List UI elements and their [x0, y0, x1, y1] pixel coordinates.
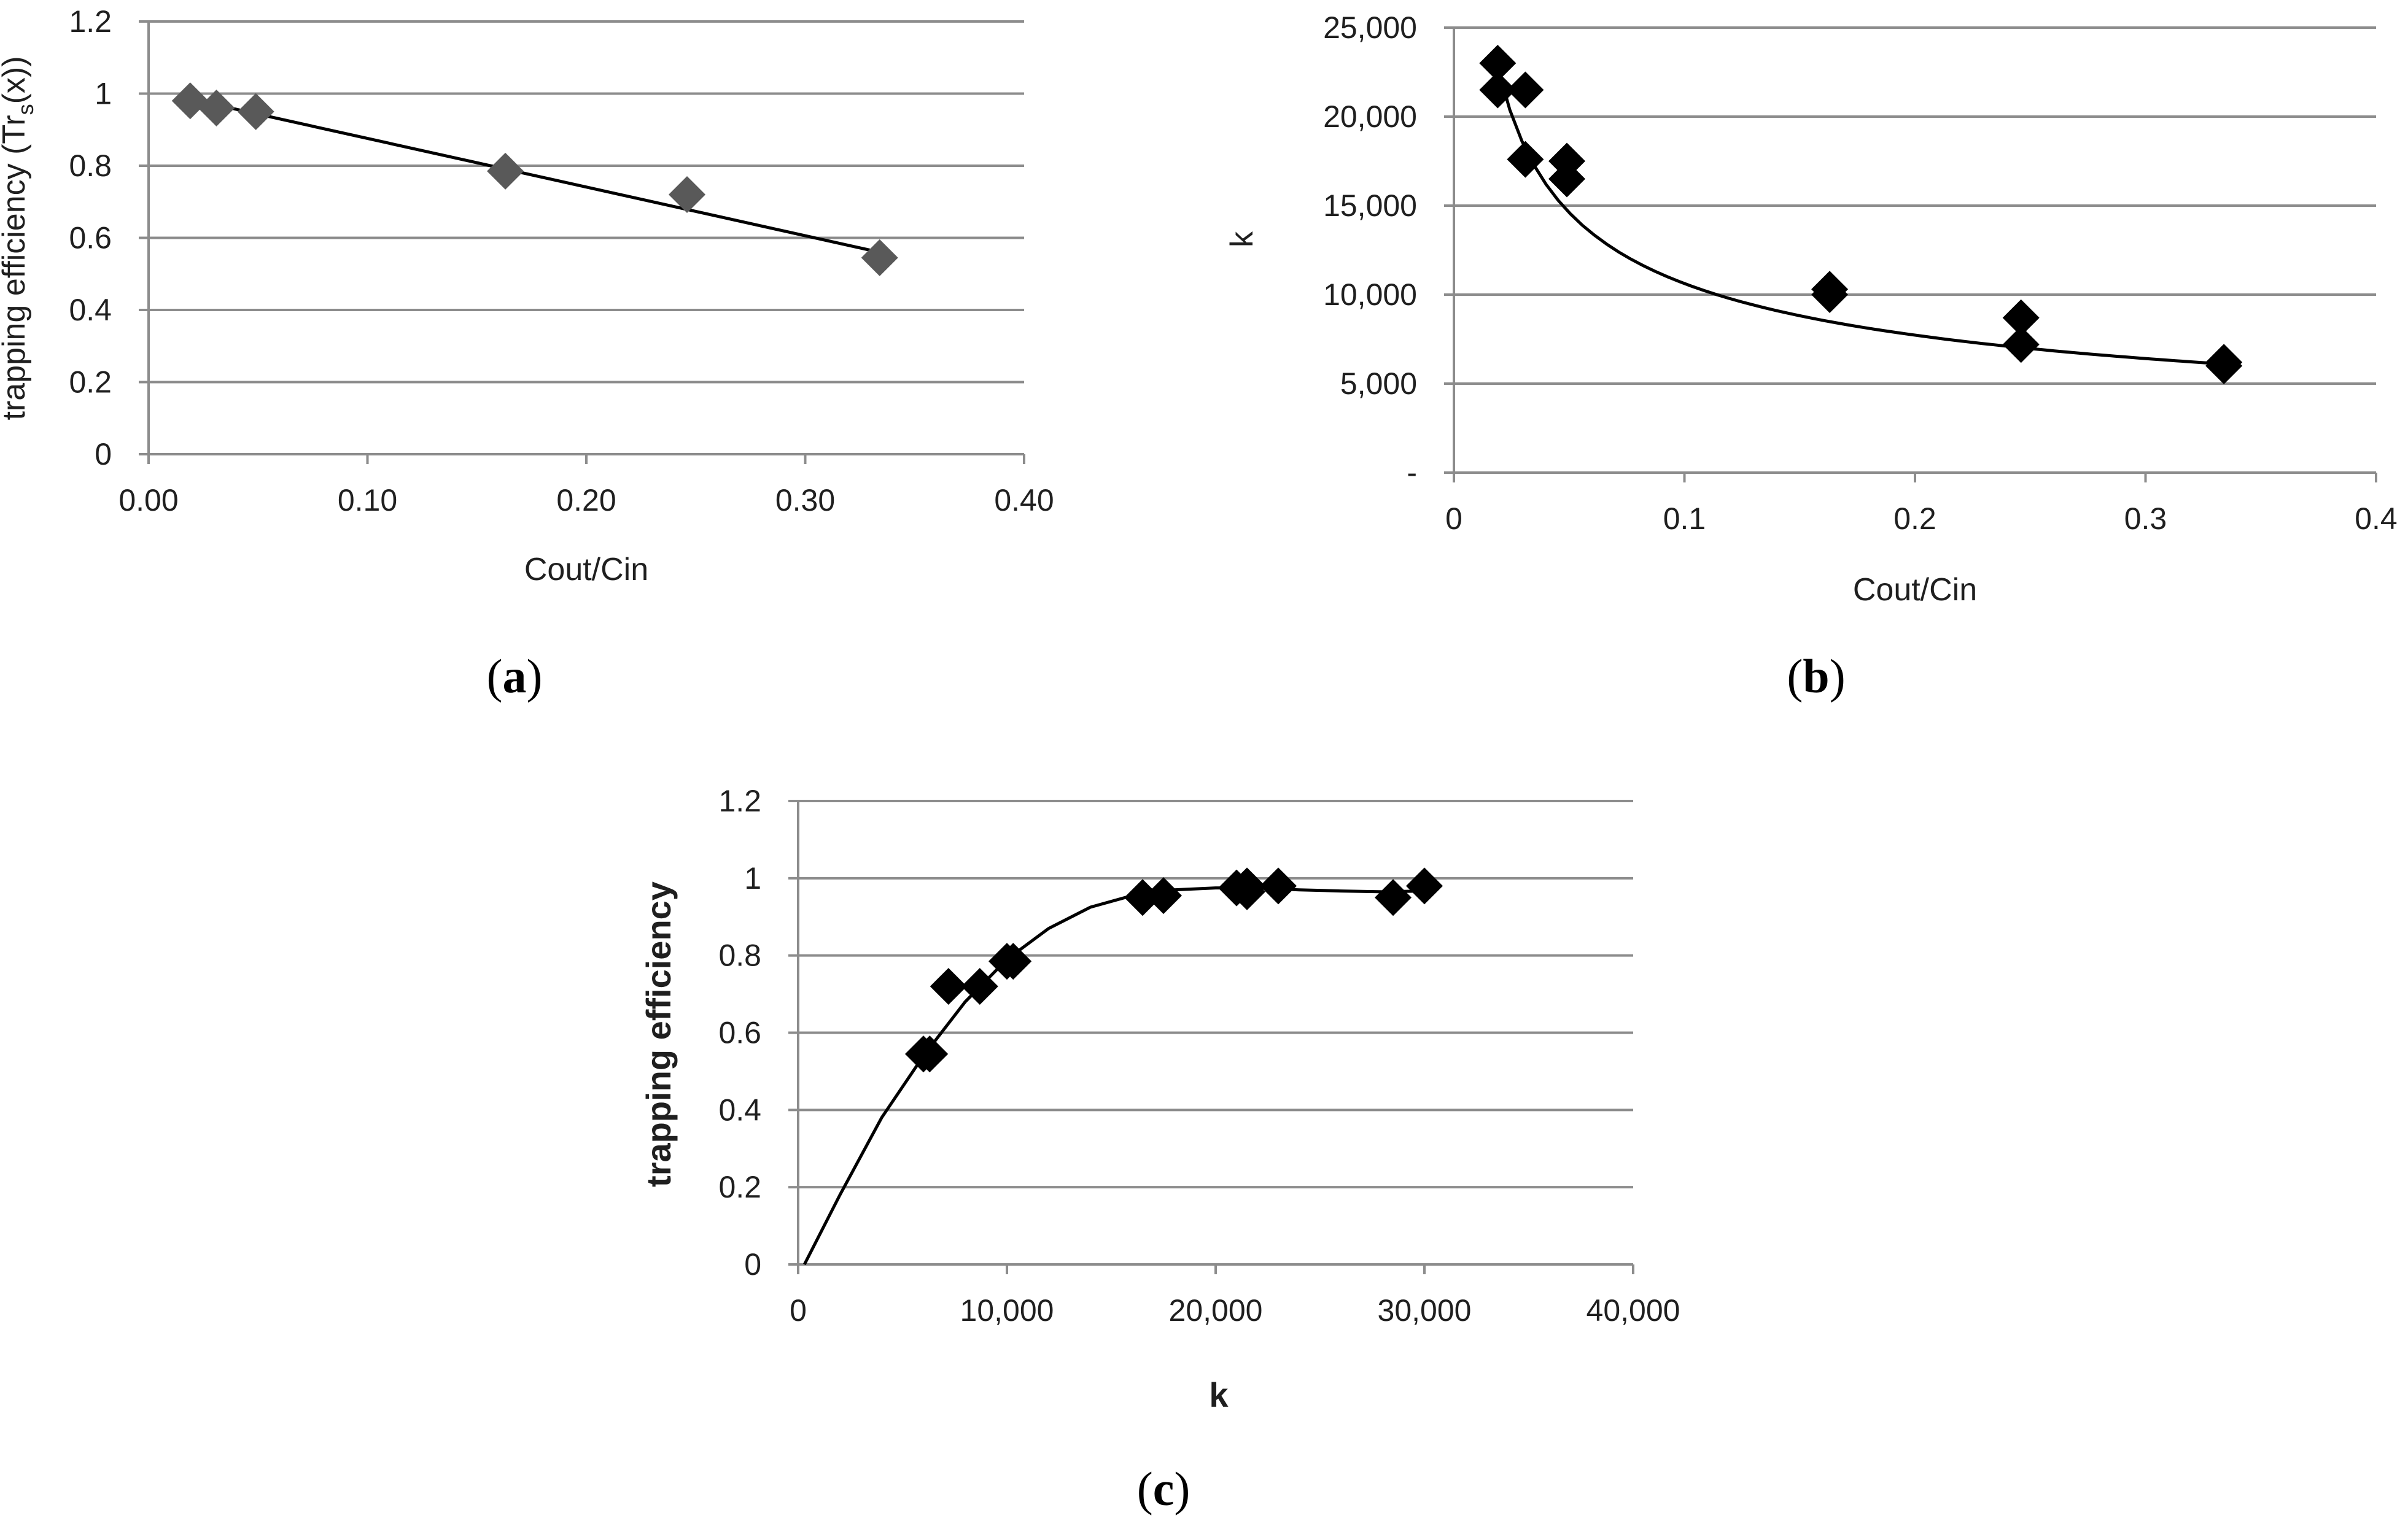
x-tick-label: 0.00: [118, 483, 178, 517]
y-tick-label: 20,000: [1323, 99, 1417, 134]
x-tick-label: 0: [1445, 501, 1462, 536]
y-tick-label: 1: [744, 861, 761, 896]
data-point: [1229, 873, 1265, 910]
x-axis-label: k: [1209, 1376, 1229, 1414]
y-axis-label: trapping efficiency: [639, 881, 678, 1187]
data-point: [1479, 45, 1517, 82]
x-tick-label: 0.40: [994, 483, 1054, 517]
y-tick-label: 0.4: [69, 293, 112, 327]
y-tick-label: 25,000: [1323, 10, 1417, 45]
y-tick-label: 0.4: [718, 1093, 761, 1127]
x-tick-label: 0.2: [1893, 501, 1936, 536]
trendline: [1496, 66, 2224, 366]
panel-label-c: (c): [1137, 1462, 1190, 1515]
data-point: [1479, 71, 1517, 109]
chart-c: 0 10,000 20,000 30,000 40,000 0 0.2 0.4 0.6 0.8 1 1…: [639, 784, 1680, 1515]
data-point: [861, 239, 898, 276]
y-tick-label: 0.6: [69, 221, 112, 255]
y-tick-label: 0: [744, 1247, 761, 1282]
data-point: [995, 943, 1032, 980]
chart-a: 0.00 0.10 0.20 0.30 0.40 0 0.2 0.4 0.6 0.8 1 1.2 Cou…: [0, 4, 1054, 703]
data-point: [961, 968, 998, 1005]
y-tick-label: 1: [95, 77, 112, 111]
chart-b: 0 0.1 0.2 0.3 0.4 - 5,000 10,000 15,000 20,000 25,…: [1224, 10, 2398, 703]
x-axis-label: Cout/Cin: [524, 552, 648, 587]
x-tick-label: 0.20: [556, 483, 616, 517]
trendline: [190, 97, 880, 254]
data-point: [2205, 347, 2243, 384]
data-point: [487, 152, 524, 190]
x-tick-label: 0: [790, 1293, 807, 1328]
data-point: [1406, 867, 1443, 905]
y-tick-label: 0.8: [69, 149, 112, 183]
panel-label-b: (b): [1787, 649, 1845, 703]
y-tick-label: 0: [95, 437, 112, 471]
data-point: [930, 968, 967, 1005]
y-tick-label: 1.2: [718, 784, 761, 818]
y-tick-label: 0.8: [718, 939, 761, 973]
y-tick-label: 1.2: [69, 4, 112, 39]
data-point: [2002, 299, 2040, 336]
x-tick-label: 0.10: [338, 483, 397, 517]
data-point: [2002, 326, 2040, 363]
panel-label-a: (a): [487, 649, 543, 703]
data-point: [1145, 877, 1182, 915]
data-point: [198, 90, 235, 126]
x-tick-label: 0.4: [2355, 501, 2398, 536]
y-tick-label: 0.6: [718, 1016, 761, 1050]
y-axis-label: trapping efficiency (Trs(x)): [0, 56, 38, 420]
data-point: [668, 176, 705, 213]
x-tick-label: 0.1: [1663, 501, 1706, 536]
data-point: [911, 1035, 949, 1073]
x-tick-label: 30,000: [1378, 1293, 1472, 1328]
y-tick-label: -: [1407, 455, 1417, 490]
trendline: [802, 886, 1425, 1266]
data-point: [1260, 867, 1297, 905]
data-point: [1124, 879, 1161, 916]
x-tick-label: 0.30: [775, 483, 835, 517]
y-tick-label: 15,000: [1323, 188, 1417, 223]
x-tick-label: 40,000: [1587, 1293, 1680, 1328]
data-point: [237, 93, 274, 130]
x-tick-label: 20,000: [1169, 1293, 1263, 1328]
data-point: [1507, 71, 1544, 109]
y-tick-label: 10,000: [1323, 277, 1417, 312]
data-point: [1811, 276, 1849, 313]
data-point: [1507, 141, 1544, 178]
y-tick-label: 0.2: [718, 1170, 761, 1204]
data-point: [1548, 160, 1585, 198]
y-tick-label: 5,000: [1340, 366, 1417, 401]
y-axis-label: k: [1224, 231, 1260, 247]
y-tick-label: 0.2: [69, 365, 112, 400]
data-point: [171, 82, 209, 120]
x-tick-label: 10,000: [960, 1293, 1054, 1328]
x-tick-label: 0.3: [2124, 501, 2167, 536]
x-axis-label: Cout/Cin: [1853, 572, 1977, 608]
data-point: [1375, 879, 1412, 916]
